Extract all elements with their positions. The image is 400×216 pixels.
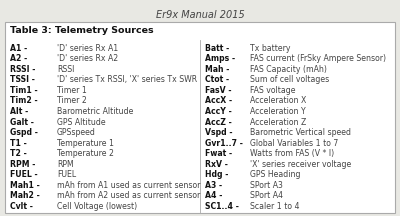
Text: Batt -: Batt - bbox=[205, 44, 229, 52]
Text: mAh from A2 used as current sensor: mAh from A2 used as current sensor bbox=[57, 191, 200, 200]
Text: A4 -: A4 - bbox=[205, 191, 222, 200]
Text: Tim2 -: Tim2 - bbox=[10, 96, 38, 105]
Text: Gspd -: Gspd - bbox=[10, 128, 38, 137]
Text: Barometric Altitude: Barometric Altitude bbox=[57, 107, 133, 116]
Text: Tim1 -: Tim1 - bbox=[10, 86, 38, 95]
Text: 'D' series Rx A2: 'D' series Rx A2 bbox=[57, 54, 118, 63]
Text: RPM -: RPM - bbox=[10, 160, 35, 169]
Text: Fwat -: Fwat - bbox=[205, 149, 232, 158]
Text: AccY -: AccY - bbox=[205, 107, 232, 116]
Text: A3 -: A3 - bbox=[205, 181, 222, 190]
Text: Table 3: Telemetry Sources: Table 3: Telemetry Sources bbox=[10, 26, 154, 35]
Text: Timer 2: Timer 2 bbox=[57, 96, 87, 105]
Text: SPort A3: SPort A3 bbox=[250, 181, 283, 190]
Text: Temperature 1: Temperature 1 bbox=[57, 139, 114, 148]
Text: mAh from A1 used as current sensor: mAh from A1 used as current sensor bbox=[57, 181, 200, 190]
Text: Global Variables 1 to 7: Global Variables 1 to 7 bbox=[250, 139, 338, 148]
Text: FAS voltage: FAS voltage bbox=[250, 86, 296, 95]
Text: Galt -: Galt - bbox=[10, 118, 34, 127]
Text: RxV -: RxV - bbox=[205, 160, 228, 169]
Text: T2 -: T2 - bbox=[10, 149, 27, 158]
Text: A1 -: A1 - bbox=[10, 44, 27, 52]
Text: T1 -: T1 - bbox=[10, 139, 27, 148]
Text: Ctot -: Ctot - bbox=[205, 75, 229, 84]
Bar bbox=[5, 22, 395, 213]
Text: 'X' series receiver voltage: 'X' series receiver voltage bbox=[250, 160, 351, 169]
Text: 'D' series Rx A1: 'D' series Rx A1 bbox=[57, 44, 118, 52]
Text: Sum of cell voltages: Sum of cell voltages bbox=[250, 75, 329, 84]
Text: RSSI: RSSI bbox=[57, 65, 74, 74]
Text: SPort A4: SPort A4 bbox=[250, 191, 283, 200]
Text: Er9x Manual 2015: Er9x Manual 2015 bbox=[156, 10, 244, 20]
Text: SC1..4 -: SC1..4 - bbox=[205, 202, 239, 211]
Text: AccX -: AccX - bbox=[205, 96, 232, 105]
Text: Alt -: Alt - bbox=[10, 107, 28, 116]
Text: RPM: RPM bbox=[57, 160, 74, 169]
Text: FAS Capacity (mAh): FAS Capacity (mAh) bbox=[250, 65, 327, 74]
Text: GPS Altitude: GPS Altitude bbox=[57, 118, 106, 127]
Text: Tx battery: Tx battery bbox=[250, 44, 290, 52]
Text: Hdg -: Hdg - bbox=[205, 170, 228, 179]
Text: GPS Heading: GPS Heading bbox=[250, 170, 300, 179]
Text: Cell Voltage (lowest): Cell Voltage (lowest) bbox=[57, 202, 137, 211]
Text: Timer 1: Timer 1 bbox=[57, 86, 87, 95]
Text: RSSI -: RSSI - bbox=[10, 65, 35, 74]
Text: Vspd -: Vspd - bbox=[205, 128, 232, 137]
Text: AccZ -: AccZ - bbox=[205, 118, 232, 127]
Text: 'D' series Tx RSSI, 'X' series Tx SWR: 'D' series Tx RSSI, 'X' series Tx SWR bbox=[57, 75, 197, 84]
Text: Mah1 -: Mah1 - bbox=[10, 181, 40, 190]
Text: Gvr1..7 -: Gvr1..7 - bbox=[205, 139, 243, 148]
Text: Acceleration Z: Acceleration Z bbox=[250, 118, 306, 127]
Text: TSSI -: TSSI - bbox=[10, 75, 35, 84]
Text: Acceleration Y: Acceleration Y bbox=[250, 107, 306, 116]
Text: Mah -: Mah - bbox=[205, 65, 229, 74]
Text: FasV -: FasV - bbox=[205, 86, 232, 95]
Text: Cvlt -: Cvlt - bbox=[10, 202, 33, 211]
Text: Watts from FAS (V * I): Watts from FAS (V * I) bbox=[250, 149, 334, 158]
Text: GPSspeed: GPSspeed bbox=[57, 128, 96, 137]
Text: Mah2 -: Mah2 - bbox=[10, 191, 40, 200]
Text: Barometric Vertical speed: Barometric Vertical speed bbox=[250, 128, 351, 137]
Text: Temperature 2: Temperature 2 bbox=[57, 149, 114, 158]
Text: Acceleration X: Acceleration X bbox=[250, 96, 306, 105]
Text: Amps -: Amps - bbox=[205, 54, 235, 63]
Text: Scaler 1 to 4: Scaler 1 to 4 bbox=[250, 202, 300, 211]
Text: FAS current (FrSky Ampere Sensor): FAS current (FrSky Ampere Sensor) bbox=[250, 54, 386, 63]
Text: FUEL -: FUEL - bbox=[10, 170, 38, 179]
Text: A2 -: A2 - bbox=[10, 54, 27, 63]
Text: FUEL: FUEL bbox=[57, 170, 76, 179]
